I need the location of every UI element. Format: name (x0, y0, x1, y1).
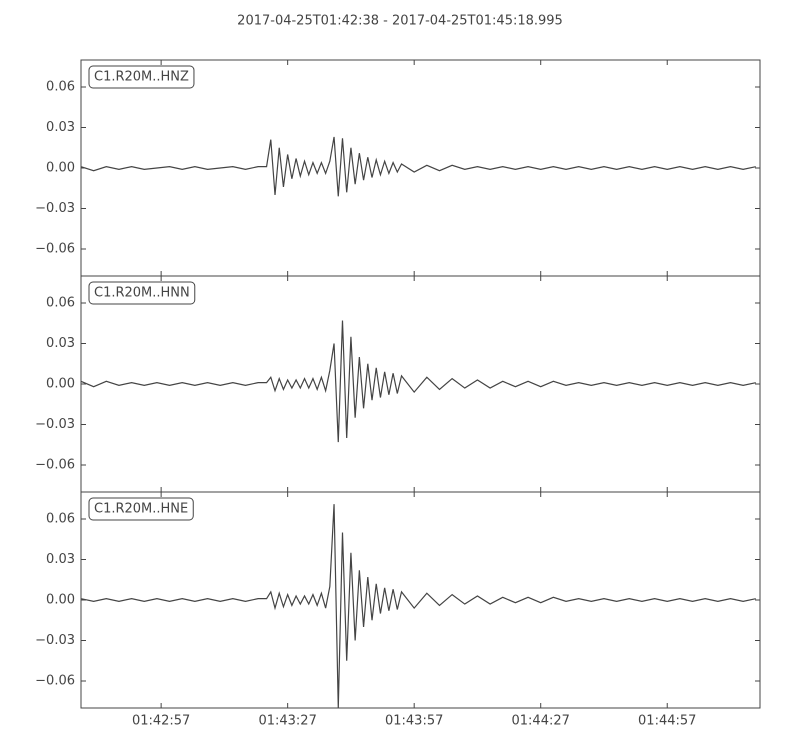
legend-label: C1.R20M..HNZ (94, 70, 189, 85)
y-tick-label: 0.03 (46, 120, 75, 135)
y-tick-label: −0.03 (35, 417, 75, 432)
y-tick-label: −0.06 (35, 674, 75, 689)
y-tick-label: 0.00 (46, 377, 75, 392)
y-tick-label: −0.06 (35, 458, 75, 473)
y-tick-label: −0.03 (35, 201, 75, 216)
legend-box (88, 65, 195, 89)
x-tick-label: 01:43:57 (385, 714, 443, 729)
y-tick-label: 0.00 (46, 593, 75, 608)
waveform (80, 136, 756, 197)
y-tick-label: −0.06 (35, 242, 75, 257)
x-tick-label: 01:42:57 (132, 714, 190, 729)
y-tick-label: −0.03 (35, 633, 75, 648)
x-tick-label: 01:44:27 (512, 714, 570, 729)
legend-box (88, 497, 194, 521)
x-tick-label: 01:43:27 (258, 714, 316, 729)
legend-label: C1.R20M..HNE (94, 502, 188, 517)
waveform (80, 504, 756, 709)
legend-label: C1.R20M..HNN (94, 286, 190, 301)
legend-box (88, 281, 196, 305)
chart-title: 2017-04-25T01:42:38 - 2017-04-25T01:45:1… (237, 14, 563, 29)
y-tick-label: 0.03 (46, 336, 75, 351)
y-tick-label: 0.06 (46, 512, 75, 527)
y-tick-label: 0.03 (46, 552, 75, 567)
y-tick-label: 0.06 (46, 296, 75, 311)
y-tick-label: 0.06 (46, 80, 75, 95)
axes-frame (80, 491, 761, 709)
y-tick-label: 0.00 (46, 161, 75, 176)
waveform (80, 320, 756, 443)
x-tick-label: 01:44:57 (638, 714, 696, 729)
